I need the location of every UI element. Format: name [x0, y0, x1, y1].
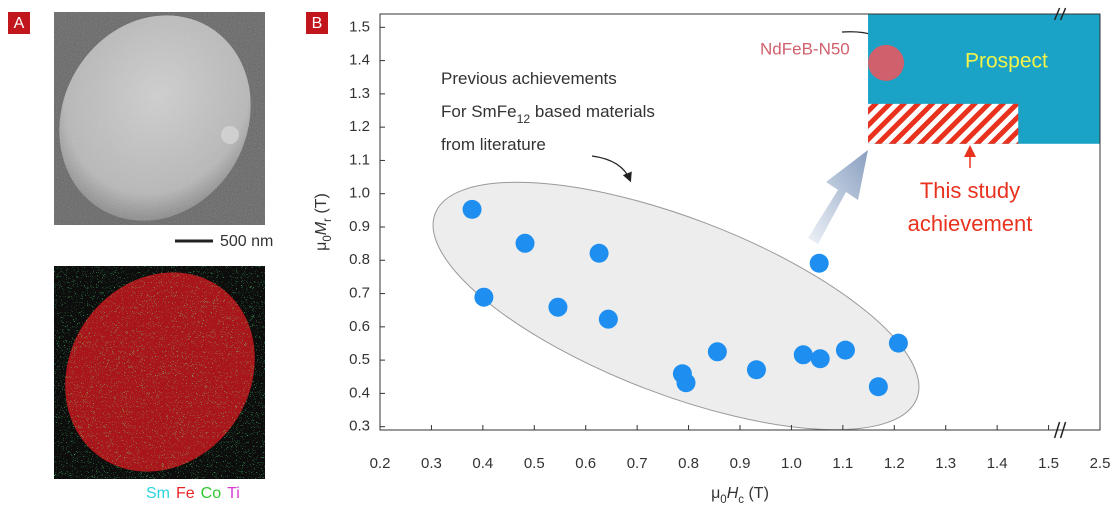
y-tick-label: 1.0: [349, 185, 370, 202]
data-point: [677, 373, 696, 392]
x-tick-label: 0.3: [421, 455, 442, 472]
y-tick-label: 0.5: [349, 351, 370, 368]
text-part: For SmFe: [441, 102, 517, 121]
data-point: [810, 254, 829, 273]
eds-map: [27, 235, 294, 509]
text-part: based materials: [530, 102, 655, 121]
data-point: [811, 349, 830, 368]
data-point: [869, 377, 888, 396]
reference-point: [868, 45, 904, 81]
text-part: from literature: [441, 135, 546, 154]
element-label: Fe: [176, 485, 195, 502]
study-label: This study: [920, 178, 1020, 203]
text-part: μ: [313, 242, 330, 251]
y-tick-label: 1.1: [349, 151, 370, 168]
note-arrow: [592, 156, 630, 180]
data-point: [794, 345, 813, 364]
text-part: 12: [517, 112, 531, 126]
x-tick-label: 1.5: [1038, 455, 1059, 472]
text-part: (T): [313, 193, 330, 218]
data-point: [708, 342, 727, 361]
study-label: achievement: [908, 211, 1033, 236]
y-tick-label: 1.2: [349, 118, 370, 135]
data-point: [463, 200, 482, 219]
x-tick-label: 0.5: [524, 455, 545, 472]
y-tick-label: 0.7: [349, 285, 370, 302]
previous-note: Previous achievements: [441, 69, 617, 88]
x-tick-label: 0.9: [730, 455, 751, 472]
reference-label: NdFeB-N50: [760, 39, 850, 58]
x-tick-label: 2.5: [1090, 455, 1111, 472]
previous-note: For SmFe12 based materials: [441, 102, 655, 126]
page: {"panel_a": {"label": "A", "scale_bar": …: [0, 0, 1115, 509]
text-part: (T): [744, 485, 769, 502]
study-region: [868, 104, 1018, 144]
y-tick-label: 0.6: [349, 318, 370, 335]
y-tick-label: 0.9: [349, 218, 370, 235]
panel-a: A 500 nm: [8, 0, 293, 509]
scale-bar-label: 500 nm: [220, 233, 273, 250]
x-tick-label: 0.2: [370, 455, 391, 472]
element-label: Co: [201, 485, 222, 502]
text-part: Previous achievements: [441, 69, 617, 88]
x-tick-label: 1.2: [884, 455, 905, 472]
x-tick-label: 1.4: [987, 455, 1008, 472]
x-tick-label: 1.0: [781, 455, 802, 472]
y-tick-label: 0.3: [349, 418, 370, 435]
figure: A 500 nm B Sm Fe Co Ti Prospect This study ach…: [0, 0, 1115, 509]
x-axis-label: μ0Hc (T): [711, 485, 769, 506]
x-tick-label: 0.6: [575, 455, 596, 472]
data-point: [590, 244, 609, 263]
previous-note: from literature: [441, 135, 546, 154]
data-point: [747, 360, 766, 379]
data-point: [836, 341, 855, 360]
text-part: H: [727, 485, 739, 502]
y-axis-label: μ0Mr (T): [313, 193, 334, 251]
y-tick-label: 0.4: [349, 384, 370, 401]
data-point: [516, 234, 535, 253]
element-label: Ti: [227, 485, 240, 502]
text-part: μ: [711, 485, 720, 502]
y-tick-label: 1.3: [349, 85, 370, 102]
data-point: [599, 310, 618, 329]
y-tick-label: 1.5: [349, 18, 370, 35]
data-point: [474, 288, 493, 307]
x-tick-label: 0.7: [627, 455, 648, 472]
x-tick-label: 0.4: [472, 455, 493, 472]
sem-image: [22, 0, 287, 256]
element-label: Sm: [146, 485, 170, 502]
panel-label: B: [312, 15, 323, 32]
data-point: [548, 298, 567, 317]
y-tick-label: 1.4: [349, 52, 370, 69]
x-tick-label: 1.3: [935, 455, 956, 472]
improvement-arrow: [808, 150, 868, 244]
x-tick-label: 0.8: [678, 455, 699, 472]
y-tick-label: 0.8: [349, 251, 370, 268]
prospect-label: Prospect: [965, 50, 1048, 73]
text-part: M: [313, 221, 330, 235]
x-tick-label: 1.1: [832, 455, 853, 472]
panel-label: A: [14, 15, 25, 32]
data-point: [889, 334, 908, 353]
